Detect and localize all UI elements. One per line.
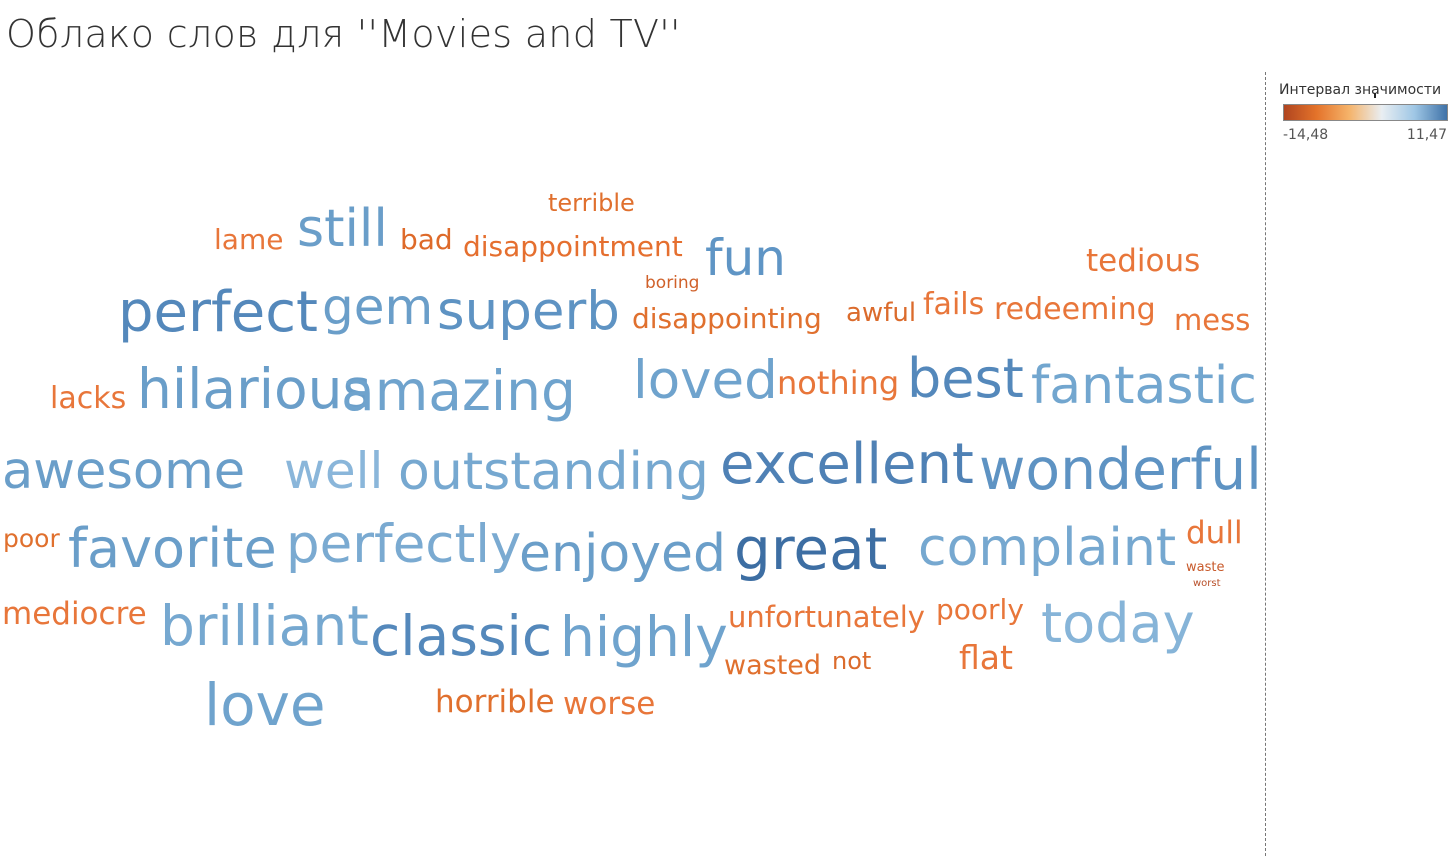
word-flat: flat <box>959 638 1013 677</box>
word-mess: mess <box>1174 303 1251 337</box>
word-tedious: tedious <box>1086 243 1201 279</box>
word-favorite: favorite <box>68 517 277 580</box>
word-unfortunately: unfortunately <box>728 600 925 634</box>
word-fails: fails <box>923 287 985 322</box>
word-excellent: excellent <box>720 432 974 497</box>
word-worse: worse <box>563 686 656 722</box>
legend-zero-tick <box>1374 93 1377 98</box>
legend-color-bar <box>1283 104 1448 121</box>
word-gem: gem <box>322 278 434 336</box>
word-best: best <box>907 347 1024 410</box>
word-waste: waste <box>1186 560 1225 575</box>
word-enjoyed: enjoyed <box>519 524 726 584</box>
word-well: well <box>284 442 384 500</box>
word-awful: awful <box>846 298 917 328</box>
word-perfect: perfect <box>118 280 318 345</box>
word-today: today <box>1041 592 1195 655</box>
word-complaint: complaint <box>918 518 1177 578</box>
word-highly: highly <box>560 605 728 669</box>
word-dull: dull <box>1186 515 1243 551</box>
word-fantastic: fantastic <box>1031 356 1257 416</box>
word-awesome: awesome <box>2 442 246 501</box>
word-lacks: lacks <box>50 381 127 416</box>
word-worst: worst <box>1193 578 1221 589</box>
word-terrible: terrible <box>548 189 635 217</box>
word-wasted: wasted <box>724 650 822 681</box>
word-poor: poor <box>3 524 60 553</box>
word-great: great <box>734 515 888 583</box>
word-bad: bad <box>400 223 453 256</box>
word-superb: superb <box>437 281 620 342</box>
word-poorly: poorly <box>936 593 1024 626</box>
word-amazing: amazing <box>341 359 576 423</box>
word-classic: classic <box>370 604 553 668</box>
word-horrible: horrible <box>435 684 555 720</box>
word-not: not <box>832 647 872 675</box>
word-redeeming: redeeming <box>994 292 1156 327</box>
legend-divider <box>1265 72 1266 856</box>
word-perfectly: perfectly <box>286 514 522 575</box>
word-love: love <box>204 671 326 739</box>
word-nothing: nothing <box>777 364 900 402</box>
word-brilliant: brilliant <box>160 594 369 658</box>
word-fun: fun <box>705 229 786 287</box>
word-disappointing: disappointing <box>632 302 822 335</box>
word-cloud: terrible lame still bad disappointment fun ted… <box>2 189 1262 739</box>
word-outstanding: outstanding <box>398 442 709 502</box>
page-title: Облако слов для ''Movies and TV'' <box>6 12 681 56</box>
word-hilarious: hilarious <box>137 357 372 421</box>
legend-title: Интервал значимости <box>1279 82 1442 98</box>
word-boring: boring <box>645 273 700 293</box>
word-wonderful: wonderful <box>979 437 1262 503</box>
legend-min-label: -14,48 <box>1283 127 1329 143</box>
word-still: still <box>297 199 388 259</box>
word-lame: lame <box>214 223 284 256</box>
word-disappointment: disappointment <box>463 230 683 263</box>
word-loved: loved <box>633 350 778 411</box>
color-legend: Интервал значимости -14,48 11,47 <box>1278 80 1454 150</box>
word-mediocre: mediocre <box>2 596 147 632</box>
legend-max-label: 11,47 <box>1406 127 1447 143</box>
